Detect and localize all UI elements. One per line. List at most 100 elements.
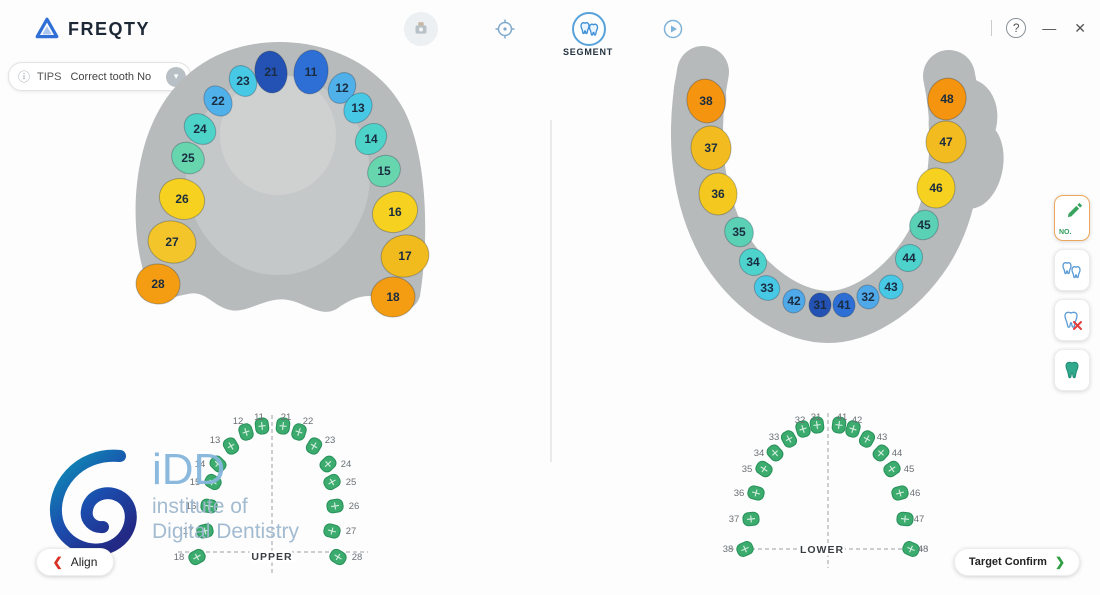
- tooth-13[interactable]: 13: [338, 87, 378, 128]
- tooth-33[interactable]: 33: [749, 271, 784, 306]
- chart-tooth-46[interactable]: [891, 485, 910, 502]
- chart-tooth-47[interactable]: [896, 511, 914, 527]
- tooth-44[interactable]: 44: [890, 239, 928, 277]
- tooth-41[interactable]: 41: [832, 292, 856, 318]
- chart-tooth-16[interactable]: [200, 498, 218, 514]
- tooth-delete-icon: [1064, 311, 1082, 330]
- align-button[interactable]: ❮ Align: [36, 548, 114, 576]
- chart-tooth-32[interactable]: [794, 419, 811, 438]
- chart-tooth-45[interactable]: [882, 459, 903, 479]
- align-tool-button[interactable]: [488, 12, 522, 46]
- tooth-47[interactable]: 47: [925, 120, 967, 164]
- chart-tooth-27[interactable]: [323, 523, 342, 539]
- tooth-42[interactable]: 42: [780, 286, 808, 316]
- tooth-16[interactable]: 16: [366, 184, 424, 239]
- tooth-number-label: 37: [704, 141, 718, 155]
- tooth-fill-tool[interactable]: [1054, 349, 1090, 391]
- tooth-32[interactable]: 32: [854, 282, 882, 312]
- edit-tooth-number-tool[interactable]: NO.: [1054, 195, 1090, 241]
- chart-tooth-number: 35: [742, 464, 753, 475]
- tooth-36[interactable]: 36: [698, 172, 738, 216]
- tooth-21[interactable]: 21: [252, 49, 290, 95]
- segment-tool-button[interactable]: [572, 12, 606, 46]
- help-button[interactable]: ?: [1006, 18, 1027, 38]
- tooth-45[interactable]: 45: [904, 205, 944, 246]
- tooth-38[interactable]: 38: [683, 76, 729, 127]
- tooth-11[interactable]: 11: [291, 48, 331, 96]
- tooth-14[interactable]: 14: [349, 117, 393, 161]
- chart-tooth-35[interactable]: [754, 459, 775, 479]
- tooth-24[interactable]: 24: [178, 107, 222, 151]
- chart-tooth-number: 21: [281, 412, 292, 423]
- play-tool-button[interactable]: [656, 12, 690, 46]
- lower-chart-title: LOWER: [800, 544, 844, 556]
- chart-tooth-21[interactable]: [275, 417, 291, 435]
- chart-tooth-number: 44: [892, 448, 903, 459]
- tooth-25[interactable]: 25: [165, 136, 210, 180]
- tooth-31[interactable]: 31: [808, 292, 832, 318]
- chart-tooth-15[interactable]: [203, 472, 223, 491]
- tooth-number-label: 23: [236, 74, 250, 88]
- play-icon: [663, 19, 683, 39]
- tooth-12[interactable]: 12: [323, 68, 361, 108]
- tooth-23[interactable]: 23: [224, 61, 262, 101]
- chart-tooth-41[interactable]: [831, 416, 847, 434]
- tooth-15[interactable]: 15: [361, 149, 406, 193]
- chart-tooth-24[interactable]: [318, 454, 339, 474]
- chart-tooth-17[interactable]: [196, 523, 214, 539]
- tooth-48[interactable]: 48: [923, 74, 971, 124]
- chart-tooth-number: 27: [346, 526, 357, 537]
- chart-tooth-38[interactable]: [735, 540, 755, 558]
- tooth-17[interactable]: 17: [377, 230, 433, 281]
- chart-tooth-18[interactable]: [187, 547, 207, 566]
- chart-tooth-31[interactable]: [809, 416, 825, 434]
- tooth-number-label: 33: [760, 281, 774, 295]
- tooth-22[interactable]: 22: [198, 80, 238, 121]
- minimize-button[interactable]: —: [1042, 20, 1057, 36]
- target-confirm-button[interactable]: Target Confirm ❯: [953, 548, 1080, 576]
- tooth-26[interactable]: 26: [153, 172, 211, 226]
- tooth-number-label: 44: [902, 251, 916, 265]
- tooth-27[interactable]: 27: [144, 216, 200, 267]
- chart-tooth-43[interactable]: [857, 429, 876, 449]
- chart-tooth-33[interactable]: [779, 429, 798, 449]
- tooth-number-label: 41: [837, 298, 851, 312]
- tips-label: TIPS: [37, 70, 62, 83]
- chart-tooth-13[interactable]: [221, 436, 240, 456]
- chart-tooth-42[interactable]: [844, 419, 861, 438]
- tooth-34[interactable]: 34: [734, 243, 772, 281]
- scan-tool-button[interactable]: [404, 12, 438, 46]
- chart-tooth-34[interactable]: [765, 443, 785, 464]
- segment-tool-caption: SEGMENT: [562, 47, 614, 57]
- chart-tooth-12[interactable]: [237, 422, 254, 441]
- tooth-icon: [1065, 361, 1079, 379]
- remove-tooth-tool[interactable]: [1054, 299, 1090, 341]
- chart-tooth-28[interactable]: [328, 547, 348, 566]
- chart-tooth-number: 32: [795, 415, 806, 426]
- pencil-icon: [1067, 202, 1083, 218]
- tooth-43[interactable]: 43: [874, 270, 907, 303]
- chart-tooth-37[interactable]: [742, 511, 760, 527]
- chart-tooth-26[interactable]: [326, 498, 344, 514]
- chart-tooth-48[interactable]: [901, 540, 921, 558]
- tips-value: Correct tooth No: [70, 70, 152, 83]
- tooth-46[interactable]: 46: [915, 166, 956, 209]
- chart-tooth-36[interactable]: [747, 485, 766, 502]
- tooth-35[interactable]: 35: [719, 212, 759, 253]
- chart-tooth-14[interactable]: [208, 454, 229, 474]
- chart-tooth-number: 15: [190, 477, 201, 488]
- chart-tooth-22[interactable]: [290, 422, 307, 441]
- chart-tooth-44[interactable]: [871, 443, 891, 464]
- close-button[interactable]: ✕: [1074, 19, 1086, 36]
- chart-tooth-11[interactable]: [254, 417, 270, 435]
- tooth-18[interactable]: 18: [370, 276, 416, 318]
- chart-tooth-23[interactable]: [304, 436, 323, 456]
- teeth-segment-icon: [580, 22, 599, 36]
- tooth-37[interactable]: 37: [689, 124, 733, 172]
- chart-tooth-25[interactable]: [322, 472, 342, 491]
- tooth-28[interactable]: 28: [134, 262, 181, 306]
- teeth-pair-tool[interactable]: [1054, 249, 1090, 291]
